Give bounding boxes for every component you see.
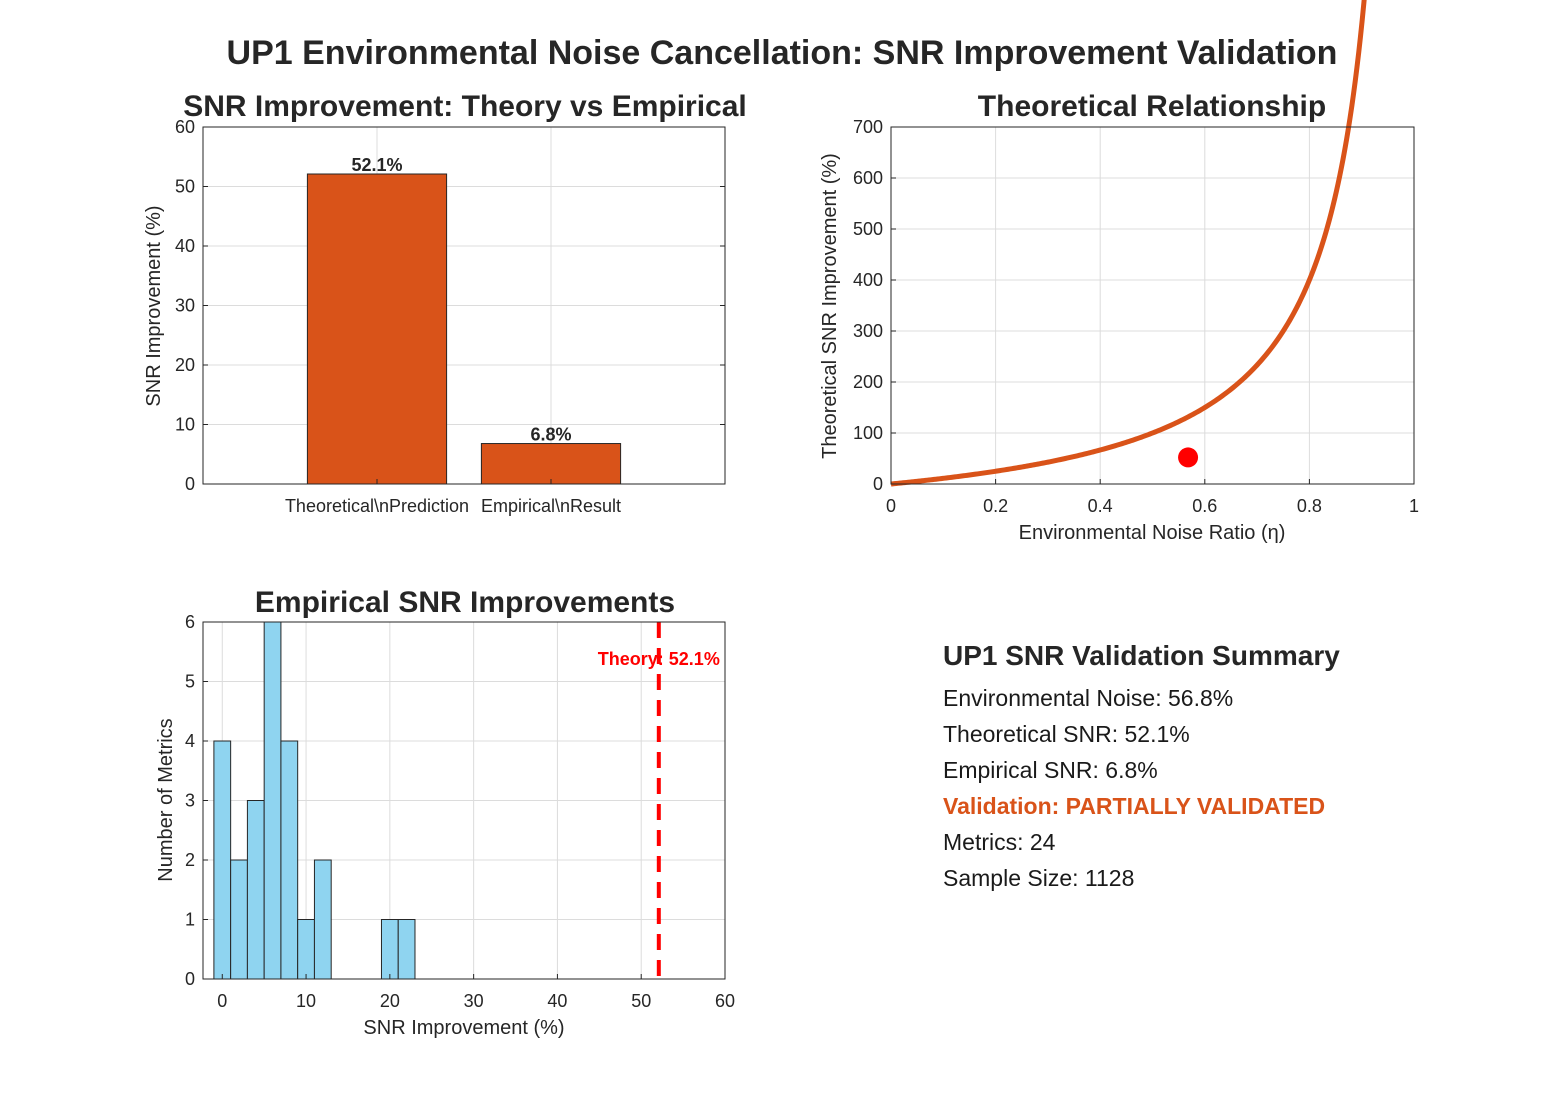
line-chart-ticks: 0 0.2 0.4 0.6 0.8 1 0 100 200 300 400 500 600 700 [853,117,1419,516]
line-chart-panel: Theoretical Relationship Environmental N… [819,0,1419,544]
histogram-ytick-label: 1 [185,910,195,930]
line-chart-ytick-label: 100 [853,423,883,443]
summary-theoretical-snr: Theoretical SNR: 52.1% [943,721,1190,747]
bar-chart-bar [306,173,448,485]
line-chart-ytick-label: 400 [853,270,883,290]
histogram-bar [313,859,332,980]
histogram-ytick-label: 2 [185,850,195,870]
line-chart-ylabel: Theoretical SNR Improvement (%) [819,153,841,459]
histogram-frame [202,621,726,980]
histogram-xtick-label: 40 [547,991,567,1011]
histogram-ytick-label: 0 [185,969,195,989]
line-chart-ytick-label: 600 [853,168,883,188]
bar-chart-xtick-label: Theoretical\nPrediction [285,496,469,516]
histogram-bar [213,740,232,980]
histogram-bar [263,621,282,980]
histogram-bar [380,919,399,980]
histogram-xtick-label: 30 [464,991,484,1011]
line-chart-ytick-label: 700 [853,117,883,137]
figure-title: UP1 Environmental Noise Cancellation: SN… [227,34,1338,72]
line-chart-xtick-label: 0.6 [1192,496,1217,516]
summary-title: UP1 SNR Validation Summary [943,640,1340,671]
histogram-ytick-label: 3 [185,791,195,811]
line-chart-xtick-label: 0.2 [983,496,1008,516]
bar-chart-ytick-label: 60 [175,117,195,137]
bar-chart-ticks: 0 10 20 30 40 50 60 Theoretical\nPrediction Empi… [175,117,725,516]
line-chart-plot [890,0,1367,487]
histogram-xtick-label: 50 [631,991,651,1011]
histogram-title: Empirical SNR Improvements [255,586,675,619]
line-chart-title: Theoretical Relationship [978,90,1326,123]
summary-sample-size: Sample Size: 1128 [943,865,1135,891]
bar-chart-panel: SNR Improvement: Theory vs Empirical SNR… [143,90,747,516]
bar-chart-bar [480,443,622,485]
bar-chart-ytick-label: 30 [175,296,195,316]
histogram-bar [280,740,299,980]
bar-chart-data-label: 6.8% [530,425,571,445]
summary-environmental-noise: Environmental Noise: 56.8% [943,685,1234,711]
histogram-bar [297,919,315,980]
bar-chart-frame [202,126,726,485]
bar-chart-bars: 52.1% 6.8% [306,155,622,485]
line-chart-xtick-label: 0 [886,496,896,516]
summary-metrics: Metrics: 24 [943,829,1056,855]
histogram-xtick-label: 60 [715,991,735,1011]
bar-chart-ytick-label: 50 [175,177,195,197]
bar-chart-ytick-label: 10 [175,415,195,435]
bar-chart-title: SNR Improvement: Theory vs Empirical [183,90,747,123]
bar-chart-ytick-label: 40 [175,236,195,256]
histogram-theory-label: Theory: 52.1% [598,649,720,669]
line-chart-xtick-label: 0.8 [1297,496,1322,516]
histogram-bars: Theory: 52.1% [213,621,720,980]
histogram-xlabel: SNR Improvement (%) [363,1017,564,1039]
histogram-bar [230,859,248,980]
validation-summary: UP1 SNR Validation Summary Environmental… [943,640,1503,896]
line-chart-xlabel: Environmental Noise Ratio (η) [1019,522,1286,544]
bar-chart-ytick-label: 20 [175,355,195,375]
histogram-ticks: 0 10 20 30 40 50 60 0 1 2 3 4 5 6 [185,612,735,1011]
line-chart-xtick-label: 0.4 [1088,496,1113,516]
line-chart-xtick-label: 1 [1409,496,1419,516]
histogram-xtick-label: 0 [217,991,227,1011]
histogram-ylabel: Number of Metrics [155,718,177,881]
summary-empirical-snr: Empirical SNR: 6.8% [943,757,1158,783]
histogram-panel: Empirical SNR Improvements SNR Improveme… [155,586,735,1039]
bar-chart-grid [203,126,725,485]
line-chart-ytick-label: 300 [853,321,883,341]
line-chart-frame [890,126,1415,485]
histogram-ytick-label: 4 [185,731,195,751]
bar-chart-ylabel: SNR Improvement (%) [143,205,165,406]
histogram-bar [397,919,416,980]
histogram-xtick-label: 20 [380,991,400,1011]
histogram-ytick-label: 6 [185,612,195,632]
histogram-xtick-label: 10 [296,991,316,1011]
bar-chart-data-label: 52.1% [351,155,402,175]
summary-validation-status: Validation: PARTIALLY VALIDATED [943,793,1326,819]
bar-chart-ytick-label: 0 [185,474,195,494]
line-chart-ytick-label: 200 [853,372,883,392]
bar-chart-xtick-label: Empirical\nResult [481,496,621,516]
line-chart-ytick-label: 500 [853,219,883,239]
histogram-bar [246,800,265,980]
line-chart-marker [1178,447,1199,468]
line-chart-curve [890,0,1367,487]
histogram-ytick-label: 5 [185,672,195,692]
line-chart-ytick-label: 0 [873,474,883,494]
